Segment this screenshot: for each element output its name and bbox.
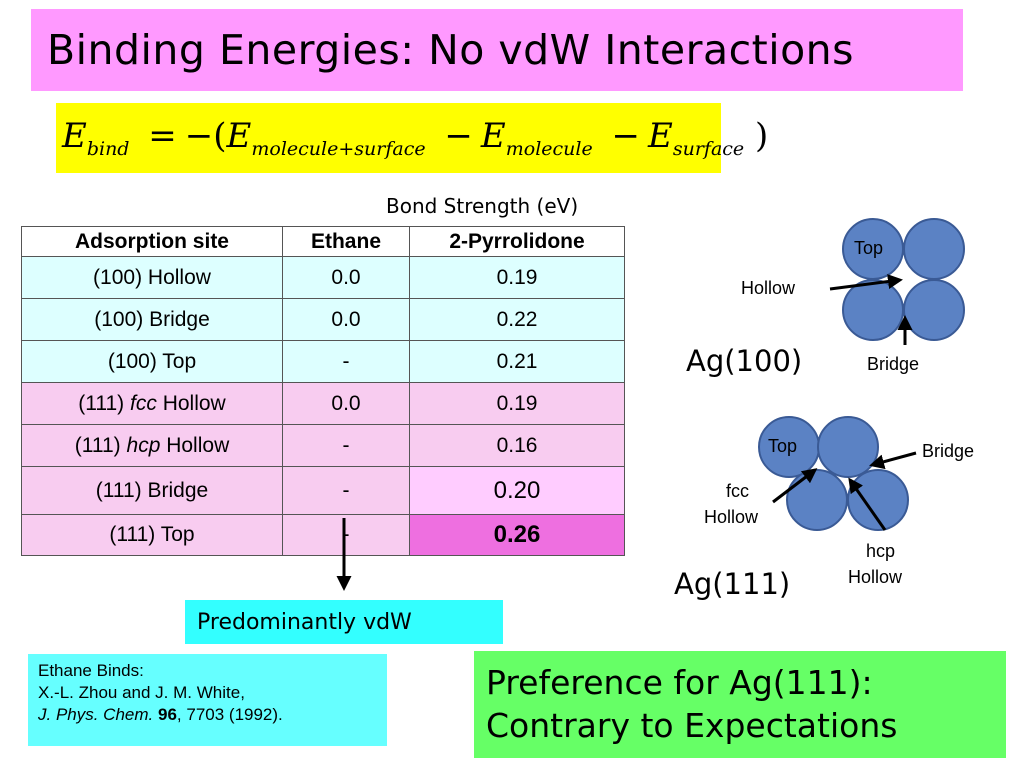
reference-line-2: X.-L. Zhou and J. M. White, xyxy=(38,683,245,702)
table-row: (100) Bridge 0.0 0.22 xyxy=(21,298,625,341)
eq-minus-paren: −( xyxy=(184,116,227,156)
pyrrolidone-cell: 0.21 xyxy=(409,340,625,383)
ag100-hollow-label: Hollow xyxy=(741,278,796,298)
ag111-hcp-label: hcp xyxy=(866,541,896,561)
ag111-fcc-label: fcc xyxy=(726,481,750,501)
binding-energy-table: Adsorption site Ethane 2-Pyrrolidone (10… xyxy=(21,226,625,556)
fcc-arrow-icon xyxy=(772,468,818,504)
atom-icon xyxy=(903,279,965,341)
preference-line-2: Contrary to Expectations xyxy=(486,706,898,745)
vdw-label: Predominantly vdW xyxy=(197,609,412,635)
ag100-atoms xyxy=(842,218,965,341)
site-cell: (100) Bridge xyxy=(21,298,283,341)
reference-line-3: J. Phys. Chem. 96, 7703 (1992). xyxy=(38,704,377,726)
ethane-cell: - xyxy=(282,514,410,556)
equation-box: Ebind = −(Emolecule+surface − Emolecule − E… xyxy=(56,103,768,173)
ag111-top-label: Top xyxy=(768,436,798,456)
atom-icon xyxy=(842,279,904,341)
pyrrolidone-cell: 0.19 xyxy=(409,382,625,425)
table-row: (111) Top - 0.26 xyxy=(21,514,625,556)
eq-term-2: E xyxy=(480,116,506,156)
table-row: (111) Bridge - 0.20 xyxy=(21,466,625,515)
header-site: Adsorption site xyxy=(21,226,283,257)
slide-title: Binding Energies: No vdW Interactions xyxy=(47,26,855,74)
atom-icon xyxy=(817,416,879,478)
eq-term-3: E xyxy=(648,116,673,156)
eq-term-1: E xyxy=(226,116,252,156)
hcp-arrow-icon xyxy=(848,477,887,531)
eq-term-2-sub: molecule xyxy=(505,138,593,160)
site-cell: (111) Top xyxy=(21,514,283,556)
pyrrolidone-cell: 0.19 xyxy=(409,256,625,299)
units-label: Bond Strength (eV) xyxy=(386,194,579,218)
reference-journal: J. Phys. Chem. xyxy=(38,705,154,724)
atom-icon xyxy=(786,469,848,531)
site-cell: (111) fcc Hollow xyxy=(21,382,283,425)
table-row: (100) Hollow 0.0 0.19 xyxy=(21,256,625,299)
eq-minus-1: − xyxy=(444,116,473,156)
title-banner: Binding Energies: No vdW Interactions xyxy=(31,9,963,91)
vdw-callout: Predominantly vdW xyxy=(185,600,503,644)
site-cell: (100) Hollow xyxy=(21,256,283,299)
eq-minus-2: − xyxy=(611,116,641,156)
eq-term-1-sub: molecule+surface xyxy=(251,138,426,160)
pyrrolidone-cell: 0.20 xyxy=(409,466,625,515)
ag100-bridge-label: Bridge xyxy=(867,354,920,374)
eq-lhs: E xyxy=(62,116,87,156)
table-row: (111) fcc Hollow 0.0 0.19 xyxy=(21,382,625,425)
ethane-cell: - xyxy=(282,466,410,515)
pyrrolidone-cell: 0.22 xyxy=(409,298,625,341)
reference-volume: 96 xyxy=(158,705,177,724)
bridge-111-arrow-icon xyxy=(869,451,917,470)
reference-pages: , 7703 (1992). xyxy=(176,705,283,724)
ag111-atoms xyxy=(758,416,909,531)
header-ethane: Ethane xyxy=(282,226,410,257)
site-cell: (111) hcp Hollow xyxy=(21,424,283,467)
ag111-fcc-hollow-label: Hollow xyxy=(704,507,759,527)
header-pyrrolidone: 2-Pyrrolidone xyxy=(409,226,625,257)
ag111-bridge-label: Bridge xyxy=(922,441,975,461)
site-cell: (111) Bridge xyxy=(21,466,283,515)
reference-box: Ethane Binds: X.-L. Zhou and J. M. White… xyxy=(28,654,387,746)
preference-line-1: Preference for Ag(111): xyxy=(486,663,873,702)
ag100-name: Ag(100) xyxy=(686,344,803,378)
ag100-top-label: Top xyxy=(854,238,884,258)
ethane-cell: 0.0 xyxy=(282,382,410,425)
atom-icon xyxy=(903,218,965,280)
preference-box: Preference for Ag(111): Contrary to Expe… xyxy=(474,651,1006,758)
eq-term-3-sub: surface xyxy=(672,138,745,160)
ethane-cell: 0.0 xyxy=(282,298,410,341)
eq-close-paren: ) xyxy=(755,116,769,156)
eq-lhs-sub: bind xyxy=(86,138,130,160)
eq-equals: = xyxy=(148,116,177,156)
binding-energy-equation: Ebind = −(Emolecule+surface − Emolecule − E… xyxy=(56,116,768,160)
ag111-name: Ag(111) xyxy=(674,567,791,601)
ag111-hcp-hollow-label: Hollow xyxy=(848,567,903,587)
pyrrolidone-max-cell: 0.26 xyxy=(409,514,625,556)
table-row: (100) Top - 0.21 xyxy=(21,340,625,383)
reference-line-1: Ethane Binds: xyxy=(38,661,144,680)
table-header-row: Adsorption site Ethane 2-Pyrrolidone xyxy=(21,226,625,257)
hollow-arrow-icon xyxy=(829,274,903,291)
